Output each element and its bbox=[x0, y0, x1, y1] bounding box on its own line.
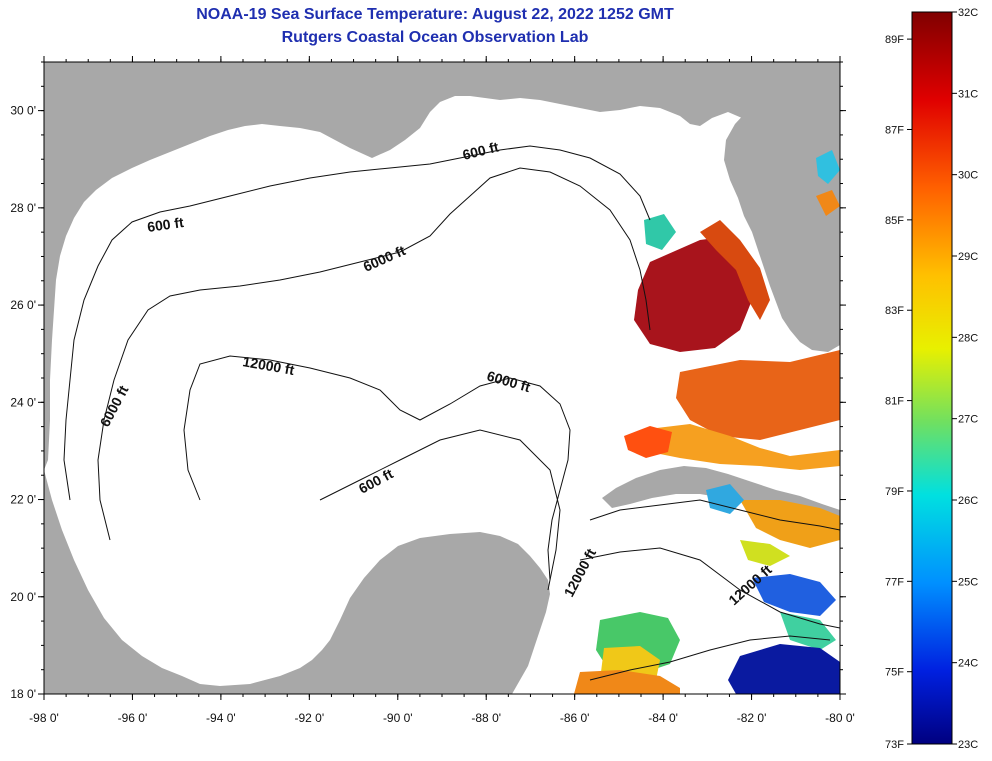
colorbar-fahrenheit-label: 73F bbox=[885, 739, 904, 751]
contour-600ft-south bbox=[319, 429, 561, 591]
land-bahamas bbox=[790, 254, 812, 274]
colorbar-fahrenheit-label: 89F bbox=[885, 34, 904, 46]
lon-tick-label: -94 0' bbox=[206, 711, 236, 725]
contour-600ft bbox=[63, 145, 651, 501]
colorbar bbox=[911, 11, 953, 745]
colorbar-fahrenheit-label: 81F bbox=[885, 396, 904, 408]
lat-tick-label: 24 0' bbox=[10, 395, 36, 409]
map-subtitle: Rutgers Coastal Ocean Observation Lab bbox=[281, 29, 589, 46]
lat-tick-label: 20 0' bbox=[10, 590, 36, 604]
map-axes: -98 0' -96 0' -94 0' -92 0' -90 0' -88 0' -86 … bbox=[10, 56, 855, 725]
map-title: NOAA-19 Sea Surface Temperature: August … bbox=[196, 6, 674, 23]
lat-tick-label: 30 0' bbox=[10, 104, 36, 118]
colorbar-celsius-label: 28C bbox=[958, 332, 978, 344]
land-florida-peninsula bbox=[724, 62, 840, 352]
colorbar-fahrenheit-label: 77F bbox=[885, 576, 904, 588]
contour-caribbean-3 bbox=[589, 635, 831, 681]
contour-6000ft bbox=[97, 167, 651, 541]
contour-caribbean-2 bbox=[579, 547, 840, 629]
colorbar-celsius-label: 26C bbox=[958, 495, 978, 507]
bathymetry-contours bbox=[63, 145, 840, 681]
colorbar-celsius-label: 29C bbox=[958, 251, 978, 263]
contour-label: 600 ft bbox=[146, 214, 185, 235]
land-mexico bbox=[44, 470, 550, 694]
lat-tick-label: 18 0' bbox=[10, 687, 36, 701]
colorbar-labels: 32C 31C 30C 29C 28C 27C 26C 25C 24C 23C 89F 87F 85F 8… bbox=[885, 7, 978, 751]
colorbar-celsius-label: 25C bbox=[958, 576, 978, 588]
lon-tick-label: -98 0' bbox=[29, 711, 59, 725]
lon-tick-label: -86 0' bbox=[560, 711, 590, 725]
lat-tick-label: 28 0' bbox=[10, 201, 36, 215]
lon-tick-label: -88 0' bbox=[471, 711, 501, 725]
lon-tick-label: -84 0' bbox=[648, 711, 678, 725]
lon-tick-label: -92 0' bbox=[295, 711, 325, 725]
sst-data-patches bbox=[574, 150, 840, 694]
lat-tick-label: 26 0' bbox=[10, 298, 36, 312]
contour-12000ft bbox=[183, 355, 571, 581]
land-cuba bbox=[602, 466, 840, 530]
colorbar-fahrenheit-label: 75F bbox=[885, 667, 904, 679]
colorbar-fahrenheit-label: 79F bbox=[885, 486, 904, 498]
colorbar-fahrenheit-label: 83F bbox=[885, 305, 904, 317]
lon-tick-label: -82 0' bbox=[737, 711, 767, 725]
lat-tick-label: 22 0' bbox=[10, 493, 36, 507]
colorbar-fahrenheit-label: 87F bbox=[885, 124, 904, 136]
colorbar-fahrenheit-label: 85F bbox=[885, 215, 904, 227]
colorbar-celsius-label: 27C bbox=[958, 414, 978, 426]
colorbar-celsius-label: 24C bbox=[958, 658, 978, 670]
lon-tick-label: -90 0' bbox=[383, 711, 413, 725]
colorbar-celsius-label: 31C bbox=[958, 88, 978, 100]
colorbar-celsius-label: 23C bbox=[958, 739, 978, 751]
colorbar-celsius-label: 30C bbox=[958, 170, 978, 182]
lon-tick-label: -96 0' bbox=[118, 711, 148, 725]
colorbar-celsius-label: 32C bbox=[958, 7, 978, 19]
lon-tick-label: -80 0' bbox=[825, 711, 855, 725]
contour-caribbean-1 bbox=[589, 499, 840, 531]
